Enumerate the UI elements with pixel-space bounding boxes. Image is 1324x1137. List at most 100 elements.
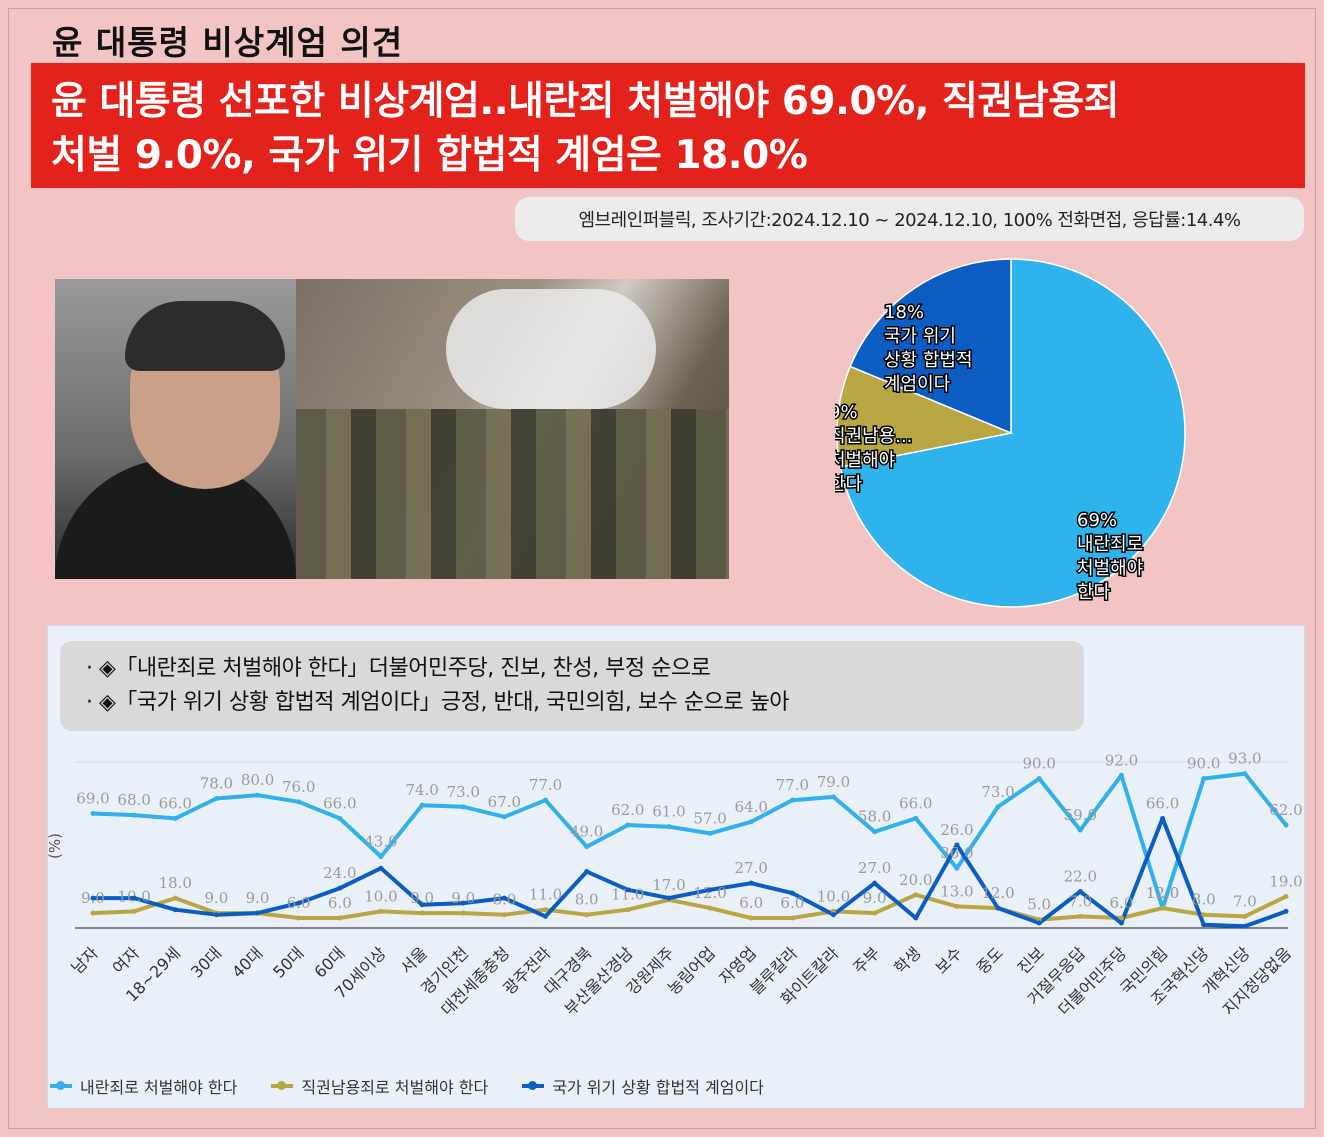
series-1-label-5: 76.0	[282, 778, 315, 796]
series-2-point-21	[954, 903, 960, 909]
series-1-label-2: 66.0	[159, 794, 192, 812]
x-tick-label-3: 30대	[187, 943, 225, 981]
headline-line-1: 윤 대통령 선포한 비상계엄..내란죄 처벌해야 69.0%, 직권남용죄	[51, 79, 1119, 124]
series-2-label-22: 12.0	[981, 884, 1014, 902]
series-1-point-17	[789, 797, 795, 803]
series-2-label-14: 17.0	[652, 876, 685, 894]
series-2-point-25	[1118, 915, 1124, 921]
series-1-point-21	[954, 865, 960, 871]
series-2-point-20	[913, 892, 919, 898]
series-1-label-18: 79.0	[817, 773, 850, 791]
series-3-label-6: 24.0	[323, 864, 356, 882]
pie-slice-1	[836, 365, 1014, 468]
series-1-point-24	[1077, 827, 1083, 833]
pie-label-1-0: 9%	[835, 402, 858, 423]
pie-label-1-2: 처벌해야	[835, 450, 895, 471]
series-line-2	[91, 892, 1288, 922]
series-3-label-16: 27.0	[735, 859, 768, 877]
x-tick-label-0: 남자	[68, 943, 102, 977]
series-2-label-20: 20.0	[899, 871, 932, 889]
series-2-label-11: 11.0	[529, 886, 562, 904]
series-2-label-16: 6.0	[739, 894, 763, 912]
series-1-label-23: 90.0	[1022, 755, 1055, 773]
series-2-label-26: 12.0	[1146, 884, 1179, 902]
series-1-label-26: 12.0	[1146, 884, 1179, 902]
series-1-point-28	[1242, 771, 1248, 777]
series-line-3	[91, 816, 1288, 929]
series-3-point-6	[337, 885, 343, 891]
series-1-label-27: 90.0	[1187, 755, 1220, 773]
series-2-label-13: 11.0	[611, 886, 644, 904]
legend-swatch-series3	[522, 1081, 545, 1090]
series-2-label-12: 8.0	[575, 891, 599, 909]
legend-swatch-series1	[50, 1081, 72, 1090]
series-2-label-24: 7.0	[1068, 892, 1092, 910]
series-1-point-19	[872, 829, 878, 835]
series-3-point-19	[872, 880, 878, 886]
series-1-label-8: 74.0	[405, 781, 438, 799]
series-2-label-17: 6.0	[780, 894, 804, 912]
series-3-point-15	[707, 887, 713, 893]
series-2-point-29	[1283, 893, 1289, 899]
series-1-point-7	[378, 854, 384, 860]
series-1-label-21: 36.0	[940, 844, 973, 862]
series-1-label-28: 93.0	[1228, 750, 1261, 768]
series-1-label-24: 59.0	[1064, 806, 1097, 824]
photo-troops-shape	[296, 409, 729, 579]
martial-law-troops-photo	[296, 279, 729, 579]
series-3-point-23	[1036, 920, 1042, 926]
survey-source: 엠브레인퍼블릭, 조사기간:2024.12.10 ~ 2024.12.10, 1…	[515, 197, 1304, 241]
series-3-point-14	[666, 895, 672, 901]
series-1-point-14	[666, 824, 672, 830]
series-1-point-3	[213, 796, 219, 802]
series-1-label-12: 49.0	[570, 823, 603, 841]
line-chart-legend: 내란죄로 처벌해야 한다 직권남용죄로 처벌해야 한다 국가 위기 상황 합법적…	[50, 1074, 764, 1098]
series-3-point-21	[954, 842, 960, 848]
series-1-point-12	[584, 844, 590, 850]
series-2-point-15	[707, 905, 713, 911]
series-1-point-8	[419, 802, 425, 808]
pie-label-1-1: 직권남용...	[835, 426, 912, 447]
infographic-frame	[8, 8, 1316, 1129]
series-2-label-23: 5.0	[1027, 896, 1051, 914]
series-2-point-6	[337, 915, 343, 921]
series-1-label-9: 73.0	[447, 783, 480, 801]
series-1-label-10: 67.0	[488, 793, 521, 811]
pie-label-0-3: 한다	[1077, 582, 1111, 603]
series-3-point-18	[830, 912, 836, 918]
series-1-label-13: 62.0	[611, 801, 644, 819]
series-1-point-5	[296, 799, 302, 805]
series-line-1	[91, 771, 1288, 911]
series-2-point-17	[789, 915, 795, 921]
series-3-label-21: 26.0	[940, 821, 973, 839]
legend-item-series3: 국가 위기 상황 합법적 계엄이다	[522, 1074, 764, 1098]
series-3-point-26	[1160, 815, 1166, 821]
series-2-label-28: 7.0	[1233, 892, 1257, 910]
series-2-label-2: 18.0	[159, 874, 192, 892]
series-3-point-25	[1118, 920, 1124, 926]
series-2-point-12	[584, 912, 590, 918]
series-1-label-14: 61.0	[652, 803, 685, 821]
series-3-point-5	[296, 900, 302, 906]
y-axis-label: (%)	[46, 833, 64, 859]
series-3-point-13	[625, 887, 631, 893]
series-1-point-2	[172, 815, 178, 821]
series-2-label-6: 6.0	[328, 894, 352, 912]
headline-banner: 윤 대통령 선포한 비상계엄..내란죄 처벌해야 69.0%, 직권남용죄 처벌…	[31, 63, 1305, 188]
series-2-point-26	[1160, 905, 1166, 911]
pie-label-1-3: 한다	[835, 474, 863, 495]
series-1-label-15: 57.0	[693, 809, 726, 827]
series-3-point-9	[460, 900, 466, 906]
series-3-point-20	[913, 915, 919, 921]
summary-bullet-2: · ◈「국가 위기 상황 합법적 계엄이다」긍정, 반대, 국민의힘, 보수 순…	[86, 690, 790, 715]
series-1-point-11	[543, 797, 549, 803]
x-tick-label-5: 50대	[269, 943, 307, 981]
x-tick-label-21: 보수	[931, 943, 965, 977]
series-3-point-1	[131, 895, 137, 901]
series-3-point-7	[378, 865, 384, 871]
series-3-point-24	[1077, 888, 1083, 894]
series-2-label-9: 9.0	[451, 889, 475, 907]
series-3-point-17	[789, 890, 795, 896]
